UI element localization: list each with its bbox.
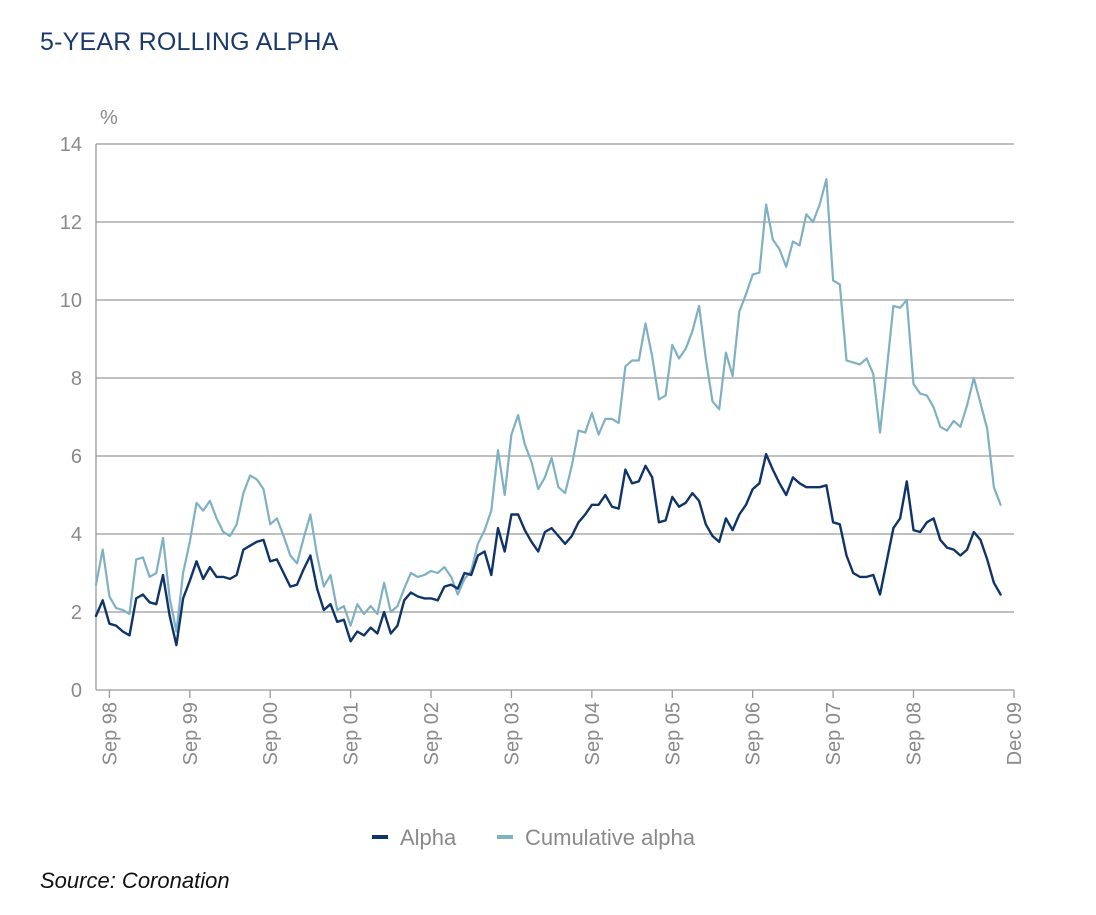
series-line-cumulative-alpha	[94, 178, 1002, 633]
y-tick-label: 14	[60, 134, 82, 156]
x-tick-label: Sep 02	[421, 702, 443, 765]
y-tick-label: 8	[71, 368, 82, 390]
x-tick-label: Sep 06	[743, 702, 765, 765]
legend-label: Alpha	[400, 825, 457, 850]
x-tick-label: Sep 04	[582, 702, 604, 765]
x-tick-label: Sep 01	[341, 702, 363, 765]
x-tick-label: Sep 05	[662, 702, 684, 765]
y-axis-unit-label: %	[100, 107, 118, 129]
legend: Alpha Cumulative alpha	[372, 825, 696, 850]
x-tick-label: Sep 00	[260, 702, 282, 765]
x-tick-label: Sep 03	[501, 702, 523, 765]
y-tick-label: 4	[71, 524, 82, 546]
y-tick-label: 10	[60, 290, 82, 312]
y-tick-label: 6	[71, 446, 82, 468]
chart-title: 5-YEAR ROLLING ALPHA	[40, 28, 339, 56]
x-tick-label: Sep 07	[823, 702, 845, 765]
y-axis-ticks: 0 2 4 6 8 10 12 14	[60, 134, 82, 702]
legend-label: Cumulative alpha	[525, 825, 696, 850]
x-tick-label: Sep 08	[903, 702, 925, 765]
x-tick-label: Sep 99	[180, 702, 202, 765]
x-axis-ticks: Sep 98 Sep 99 Sep 00 Sep 01 Sep 02 Sep 03 Sep …	[99, 690, 1026, 765]
y-tick-label: 2	[71, 602, 82, 624]
axes	[95, 144, 1014, 691]
series-line-alpha	[94, 452, 1002, 647]
x-tick-label: Sep 98	[99, 702, 121, 765]
x-tick-label: Dec 09	[1004, 702, 1026, 765]
y-tick-label: 0	[71, 680, 82, 702]
y-tick-label: 12	[60, 212, 82, 234]
series-lines	[94, 178, 1002, 647]
source-note: Source: Coronation	[40, 868, 230, 893]
gridlines	[96, 143, 1014, 613]
